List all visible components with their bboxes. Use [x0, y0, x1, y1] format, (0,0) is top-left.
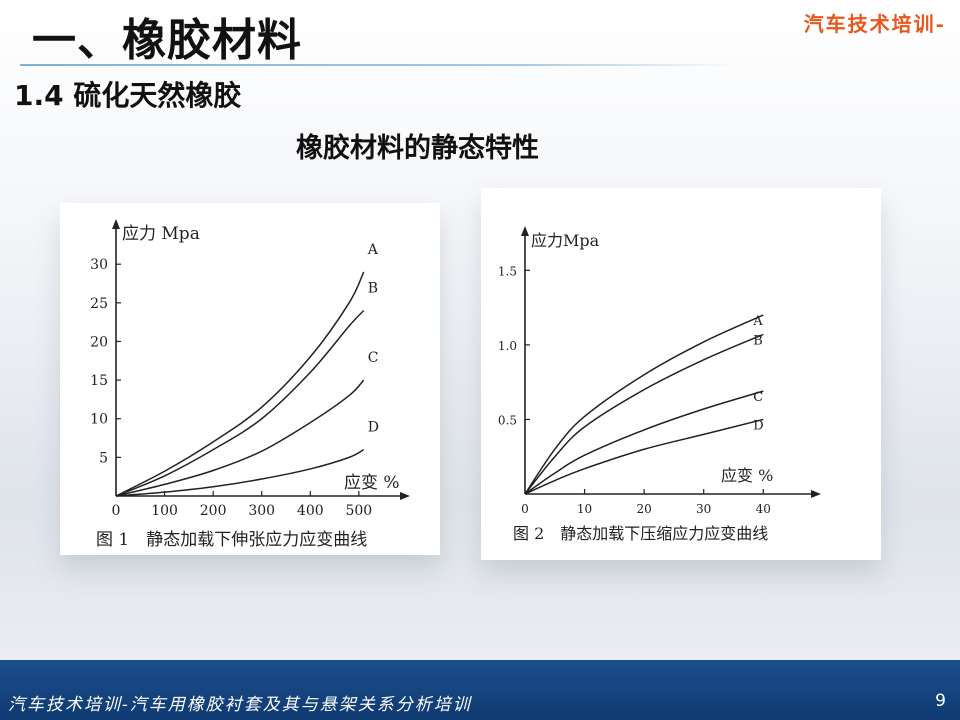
series-label-b: B — [753, 333, 763, 348]
footer-bar: 汽车技术培训-汽车用橡胶衬套及其与悬架关系分析培训 9 — [0, 660, 960, 720]
series-line-b — [115, 310, 365, 497]
y-tick-label: 1.0 — [498, 339, 517, 353]
x-axis-arrow — [811, 490, 821, 498]
series-line-c — [524, 390, 764, 495]
series-label-a: A — [367, 242, 379, 258]
section-title: 1.4 硫化天然橡胶 — [14, 79, 242, 112]
y-axis-label: 应力 Mpa — [122, 224, 200, 244]
x-axis-arrow — [400, 492, 410, 500]
series-line-c — [115, 379, 365, 497]
footer-text: 汽车技术培训-汽车用橡胶衬套及其与悬架关系分析培训 — [8, 695, 472, 715]
y-tick-label: 0.5 — [498, 413, 517, 427]
y-axis-arrow — [521, 226, 529, 236]
slide-subtitle: 橡胶材料的静态特性 — [296, 133, 539, 164]
series-label-c: C — [368, 350, 379, 366]
slide-title: 一、橡胶材料 — [32, 15, 302, 66]
y-axis-arrow — [112, 219, 120, 229]
chart-panel-tension: 5 10 15 20 25 30 0 100 200 300 400 500 应力 Mpa 应变 % A B C… — [60, 203, 440, 555]
series-label-d: D — [368, 420, 379, 436]
title-divider — [20, 64, 740, 66]
y-tick-label: 15 — [90, 373, 108, 389]
y-tick-label: 25 — [90, 296, 108, 312]
x-tick-label: 200 — [200, 503, 227, 519]
y-tick-label: 10 — [90, 412, 108, 428]
brand-label: 汽车技术培训- — [803, 12, 946, 36]
x-axis-label: 应变 % — [721, 466, 773, 485]
x-tick-label: 0 — [521, 502, 529, 516]
series-line-d — [524, 418, 764, 495]
compression-stress-strain-chart: 0.5 1.0 1.5 0 10 20 30 40 应力Mpa 应变 % AB CD 图 2 静态加载下… — [498, 226, 821, 543]
chart-panel-compression: 0.5 1.0 1.5 0 10 20 30 40 应力Mpa 应变 % A B C D 图 2 静态加载下… — [481, 188, 881, 560]
x-tick-label: 300 — [248, 503, 275, 519]
x-tick-label: 500 — [345, 503, 372, 519]
page-number: 9 — [935, 691, 946, 711]
x-tick-label: 0 — [112, 503, 121, 519]
x-tick-label: 400 — [297, 503, 324, 519]
y-tick-label: 20 — [90, 334, 108, 350]
x-tick-label: 30 — [696, 502, 711, 516]
x-tick-label: 10 — [577, 502, 592, 516]
y-tick-label: 5 — [99, 450, 108, 466]
series-label-c: C — [753, 390, 763, 405]
figure-caption: 图 1 静态加载下伸张应力应变曲线 — [96, 530, 367, 550]
y-tick-label: 30 — [90, 257, 108, 273]
figure-caption: 图 2 静态加载下压缩应力应变曲线 — [513, 524, 768, 543]
series-label-a: A — [752, 314, 763, 329]
series-line-d — [115, 448, 365, 497]
series-label-b: B — [368, 281, 378, 297]
series-label-d: D — [753, 418, 763, 433]
x-tick-label: 100 — [151, 503, 178, 519]
x-tick-label: 40 — [756, 502, 771, 516]
y-axis-label: 应力Mpa — [531, 231, 600, 250]
y-tick-label: 1.5 — [498, 264, 517, 278]
series-line-b — [524, 333, 764, 495]
series-line-a — [524, 314, 764, 495]
x-axis-label: 应变 % — [344, 473, 400, 493]
x-tick-label: 20 — [636, 502, 651, 516]
series-line-a — [115, 271, 365, 497]
